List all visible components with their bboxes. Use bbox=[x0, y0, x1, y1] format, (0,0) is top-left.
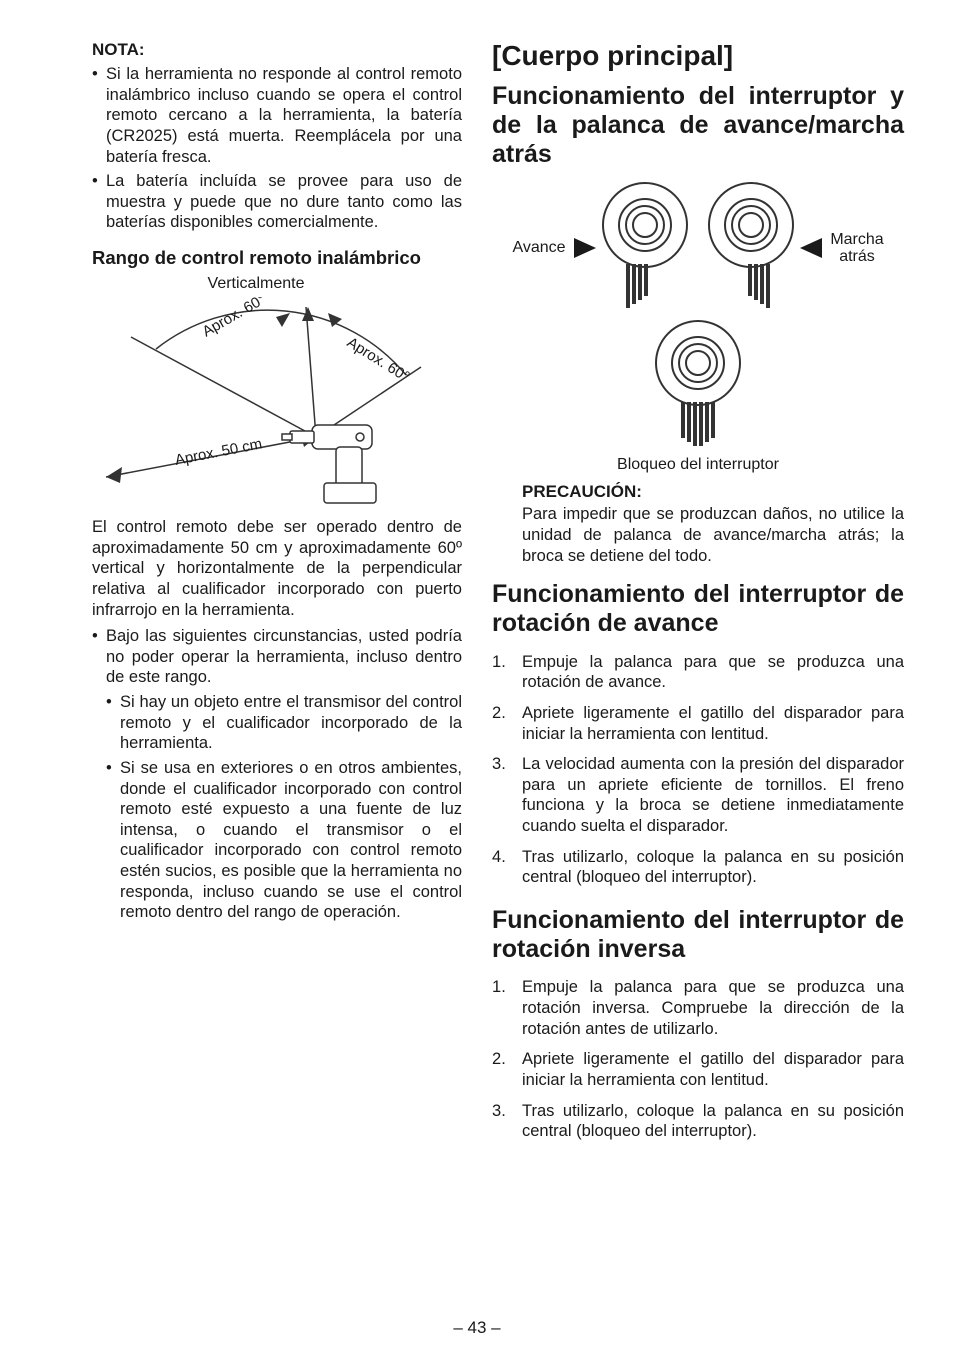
main-body-heading: [Cuerpo principal] bbox=[492, 40, 904, 72]
forward-switch-icon bbox=[602, 182, 688, 314]
caution-label: PRECAUCIÓN: bbox=[522, 482, 904, 502]
reverse-step: Tras utilizarlo, coloque la palanca en s… bbox=[492, 1101, 904, 1142]
reverse-step: Apriete ligeramente el gatillo del dispa… bbox=[492, 1049, 904, 1090]
arrow-left-icon bbox=[800, 238, 822, 258]
nota-item: La batería incluída se provee para uso d… bbox=[92, 171, 462, 233]
range-caption: Verticalmente bbox=[50, 275, 462, 293]
switch-operation-heading: Funcionamiento del interruptor y de la p… bbox=[492, 82, 904, 168]
circumstance-list: Si hay un objeto entre el transmisor del… bbox=[50, 692, 462, 923]
circumstance-item: Si hay un objeto entre el transmisor del… bbox=[106, 692, 462, 754]
forward-label: Avance bbox=[510, 239, 568, 257]
distance-label: Aprox. 50 cm bbox=[174, 435, 264, 469]
reverse-step: Empuje la palanca para que se produzca u… bbox=[492, 977, 904, 1039]
reverse-steps: Empuje la palanca para que se produzca u… bbox=[492, 977, 904, 1141]
lock-switch-icon bbox=[655, 320, 741, 452]
caution-body: Para impedir que se produzcan daños, no … bbox=[522, 504, 904, 566]
range-paragraph: El control remoto debe ser operado dentr… bbox=[50, 517, 462, 620]
range-diagram: Aprox. 60° Aprox. 60° Aprox. 50 cm bbox=[50, 297, 462, 507]
forward-step: Empuje la palanca para que se produzca u… bbox=[492, 652, 904, 693]
right-column: [Cuerpo principal] Funcionamiento del in… bbox=[492, 40, 904, 1152]
range-heading: Rango de control remoto inalámbrico bbox=[50, 247, 462, 269]
forward-rotation-heading: Funcionamiento del interruptor de rotaci… bbox=[492, 580, 904, 638]
switch-diagram: Avance Marcha atrás bbox=[492, 182, 904, 474]
forward-step: Apriete ligeramente el gatillo del dispa… bbox=[492, 703, 904, 744]
circumstance-intro-list: Bajo las siguientes circunstancias, uste… bbox=[50, 626, 462, 688]
arrow-right-icon bbox=[574, 238, 596, 258]
page-number: – 43 – bbox=[0, 1318, 954, 1338]
left-column: NOTA: Si la herramienta no responde al c… bbox=[50, 40, 462, 1152]
forward-steps: Empuje la palanca para que se produzca u… bbox=[492, 652, 904, 888]
angle-left-label: Aprox. 60° bbox=[200, 297, 269, 340]
reverse-switch-icon bbox=[708, 182, 794, 314]
nota-item: Si la herramienta no responde al control… bbox=[92, 64, 462, 167]
lock-label: Bloqueo del interruptor bbox=[617, 456, 779, 474]
forward-step: La velocidad aumenta con la presión del … bbox=[492, 754, 904, 837]
angle-right-label: Aprox. 60° bbox=[344, 334, 413, 386]
forward-step: Tras utilizarlo, coloque la palanca en s… bbox=[492, 847, 904, 888]
circumstance-item: Si se usa en exteriores o en otros ambie… bbox=[106, 758, 462, 923]
nota-list: Si la herramienta no responde al control… bbox=[50, 64, 462, 233]
nota-label: NOTA: bbox=[92, 40, 462, 60]
reverse-label: Marcha atrás bbox=[828, 231, 886, 266]
reverse-rotation-heading: Funcionamiento del interruptor de rotaci… bbox=[492, 906, 904, 964]
circumstance-intro: Bajo las siguientes circunstancias, uste… bbox=[92, 626, 462, 688]
